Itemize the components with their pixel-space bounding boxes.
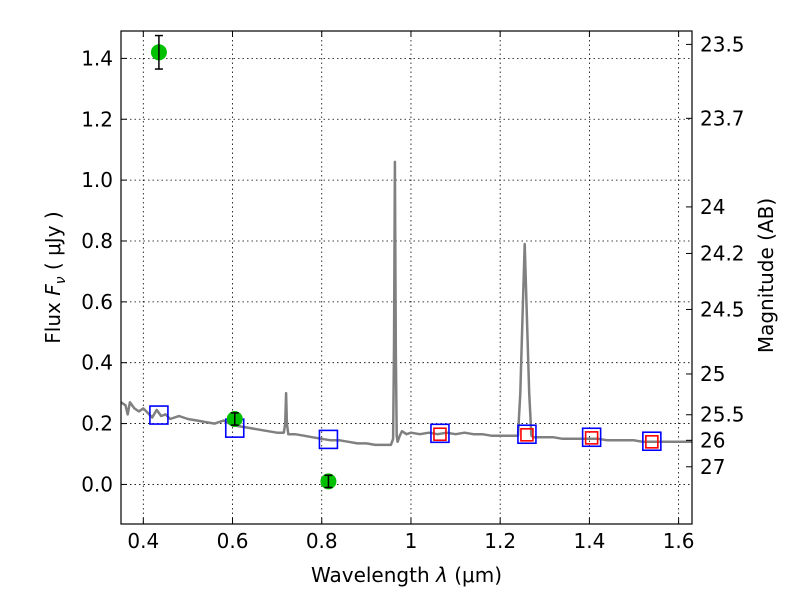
series-model-photometry [149,405,662,452]
y-tick-label: 1.0 [81,168,113,192]
data-marker-square [149,405,169,425]
magnitude-tick-label: 24 [700,195,725,219]
data-marker-square [430,423,450,444]
series-observed-upper-points [433,427,659,449]
y-tick-label: 0.4 [81,351,113,375]
y-tick-label: 1.4 [81,46,113,70]
magnitude-tick-label: 26 [700,428,725,452]
ticks: 0.4 0.6 0.8 1 1.2 1.4 1.6 0.0 0.2 0.4 0.6 0.8 1.0 1.2… [81,31,745,553]
y-axis-label-right: Magnitude (AB) [754,198,778,353]
spectrum-line [121,160,692,447]
y-tick-label: 0.0 [81,472,113,496]
x-axis-label: Wavelength λ (μm) [311,563,502,587]
y-tick-label: 0.6 [81,290,113,314]
magnitude-tick-label: 25.5 [700,403,745,427]
x-tick-label: 1.6 [663,529,695,553]
y-tick-label: 0.8 [81,229,113,253]
data-marker-square [581,427,602,448]
magnitude-tick-label: 27 [700,455,725,479]
series-model-spectrum [121,160,692,447]
data-marker-square [645,435,659,449]
magnitude-tick-label: 24.2 [700,241,745,265]
data-marker-square [520,428,534,442]
magnitude-tick-label: 23.5 [700,32,745,56]
y-axis-label-left: Flux Fν ( μJy ) [41,211,69,343]
magnitude-tick-label: 23.7 [700,106,745,130]
y-tick-label: 0.2 [81,412,113,436]
x-tick-label: 1 [405,529,418,553]
x-tick-label: 0.6 [217,529,249,553]
plot-frame [120,30,693,525]
grid [121,31,692,524]
data-marker-square [584,431,599,445]
magnitude-tick-label: 24.5 [700,297,745,321]
series-layer [121,34,692,490]
magnitude-tick-label: 25 [700,362,725,386]
series-observed-photometry [150,34,337,490]
y-tick-label: 1.2 [81,107,113,131]
x-tick-label: 1.2 [484,529,516,553]
data-marker-square [318,429,339,450]
x-tick-label: 1.4 [573,529,605,553]
data-marker-square [433,427,447,442]
x-tick-label: 0.4 [127,529,159,553]
x-tick-label: 0.8 [306,529,338,553]
data-marker-square [517,424,537,445]
data-marker-square [642,431,662,452]
